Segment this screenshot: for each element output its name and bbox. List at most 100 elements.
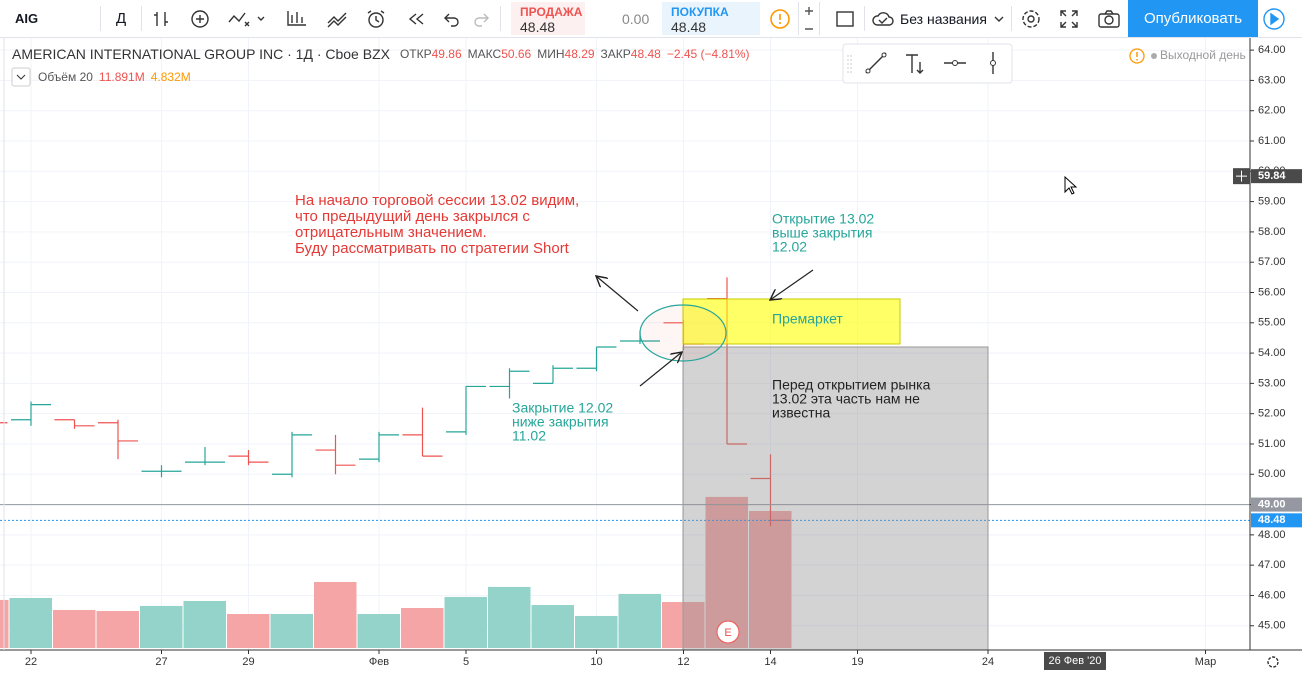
x-tick-label: 19 xyxy=(851,656,863,668)
play-button[interactable] xyxy=(1262,0,1286,37)
collapse-button[interactable] xyxy=(11,67,31,87)
tool-dot xyxy=(990,60,996,66)
volume-bar xyxy=(9,597,52,648)
crosshair-date-box xyxy=(1044,652,1106,670)
earnings-marker xyxy=(716,620,740,644)
crosshair-price: 59.84 xyxy=(1258,170,1286,182)
sell-label: ПРОДАЖА xyxy=(520,5,583,19)
y-tick-label: 55.00 xyxy=(1258,317,1286,329)
layout-button[interactable] xyxy=(835,0,855,37)
x-tick-label: 5 xyxy=(463,656,469,668)
snapshot-button[interactable] xyxy=(1097,0,1121,37)
y-tick-label: 52.00 xyxy=(1258,408,1286,420)
strategy-note: что предыдущий день закрылся с xyxy=(295,208,530,225)
top-toolbar: AIG Д ПРОДАЖА 48.48 0.00 ПОКУПКА 48.48 Б… xyxy=(0,0,1302,38)
y-tick-label: 45.00 xyxy=(1258,620,1286,632)
warning-icon[interactable] xyxy=(769,0,791,37)
volume-bar xyxy=(183,600,226,648)
compare-button[interactable] xyxy=(190,0,210,37)
volume-bar xyxy=(314,581,357,648)
mouse-cursor xyxy=(1064,175,1078,195)
strategy-note: отрицательным значением. xyxy=(295,224,487,241)
unknown-note: Перед открытием рынка xyxy=(772,377,931,393)
cloud-icon[interactable] xyxy=(871,0,895,37)
volume-name: Объём 20 xyxy=(38,70,93,84)
price-line-label: 48.48 xyxy=(1258,514,1286,526)
publish-button[interactable]: Опубликовать xyxy=(1128,0,1258,37)
volume-bar xyxy=(618,593,661,648)
premarket-area xyxy=(682,298,901,345)
collapse-icon xyxy=(16,74,26,80)
interval[interactable]: Д xyxy=(116,10,127,27)
open-note: 12.02 xyxy=(772,239,807,255)
layout-dropdown[interactable] xyxy=(993,0,1005,37)
x-tick-label: 24 xyxy=(982,656,994,668)
chart-title: AMERICAN INTERNATIONAL GROUP INC · 1Д · … xyxy=(12,46,391,62)
legend-label: ЗАКР xyxy=(601,47,631,61)
strategies-button[interactable] xyxy=(326,0,348,37)
annotation-arrow xyxy=(639,352,682,387)
y-tick-label: 64.00 xyxy=(1258,44,1286,56)
volume-bar xyxy=(444,596,487,648)
volume-bar xyxy=(749,510,792,648)
highlight-ellipse xyxy=(639,304,727,362)
layout-name[interactable]: Без названия xyxy=(900,10,987,27)
tool-dot xyxy=(952,60,958,66)
buy-price: 48.48 xyxy=(671,19,707,35)
bar-style-button[interactable] xyxy=(152,0,170,37)
templates-button[interactable] xyxy=(286,0,308,37)
status-icon xyxy=(1129,48,1145,64)
alert-button[interactable] xyxy=(365,0,387,37)
volume-bar xyxy=(270,614,313,648)
status-dot xyxy=(1151,53,1157,59)
y-tick-label: 54.00 xyxy=(1258,347,1286,359)
legend-value: 48.48 xyxy=(631,47,661,61)
legend-value: 48.29 xyxy=(565,47,595,61)
y-tick-label: 61.00 xyxy=(1258,135,1286,147)
annotation-arrow xyxy=(770,269,814,300)
volume-value: 11.891M xyxy=(99,70,145,84)
volume-bar xyxy=(140,605,183,648)
indicators-button[interactable] xyxy=(228,0,268,37)
fullscreen-button[interactable] xyxy=(1059,0,1079,37)
settings-button[interactable] xyxy=(1020,0,1042,37)
x-tick-label: 27 xyxy=(155,656,167,668)
undo-button[interactable] xyxy=(442,0,462,37)
x-tick-label: 10 xyxy=(590,656,602,668)
redo-button[interactable] xyxy=(471,0,491,37)
legend-value: 49.86 xyxy=(432,47,462,61)
y-tick-label: 51.00 xyxy=(1258,438,1286,450)
price-line-box xyxy=(1251,497,1302,512)
tool-dot xyxy=(865,68,871,74)
volume-bar xyxy=(401,608,444,648)
volume-ma: 4.832M xyxy=(151,70,191,84)
open-note: Открытие 13.02 xyxy=(772,211,874,227)
open-note: выше закрытия xyxy=(772,225,872,241)
y-tick-label: 59.00 xyxy=(1258,196,1286,208)
unknown-note: известна xyxy=(772,405,830,421)
y-tick-label: 47.00 xyxy=(1258,559,1286,571)
volume-bar xyxy=(357,614,400,648)
drag-handle[interactable] xyxy=(847,55,852,73)
legend-value: 50.66 xyxy=(501,47,531,61)
volume-bar xyxy=(531,605,574,648)
y-tick-label: 57.00 xyxy=(1258,256,1286,268)
annotation-arrow xyxy=(596,276,639,312)
replay-button[interactable] xyxy=(406,0,426,37)
y-tick-label: 62.00 xyxy=(1258,105,1286,117)
volume-bar xyxy=(488,586,531,648)
buy-box[interactable]: ПОКУПКА 48.48 xyxy=(662,2,760,35)
symbol[interactable]: AIG xyxy=(15,11,39,26)
y-tick-label: 46.00 xyxy=(1258,589,1286,601)
sell-box[interactable]: ПРОДАЖА 48.48 xyxy=(511,2,585,35)
axis-settings[interactable] xyxy=(1267,656,1279,668)
volume-legend: Объём 20 11.891M 4.832M xyxy=(38,70,191,84)
zoom-buttons[interactable] xyxy=(798,2,820,35)
x-tick-label: 12 xyxy=(677,656,689,668)
y-tick-label: 58.00 xyxy=(1258,226,1286,238)
text-tool[interactable] xyxy=(906,54,924,74)
change: −2.45 (−4.81%) xyxy=(667,47,750,61)
legend-label: МАКС xyxy=(468,47,502,61)
spread: 0.00 xyxy=(622,10,650,27)
